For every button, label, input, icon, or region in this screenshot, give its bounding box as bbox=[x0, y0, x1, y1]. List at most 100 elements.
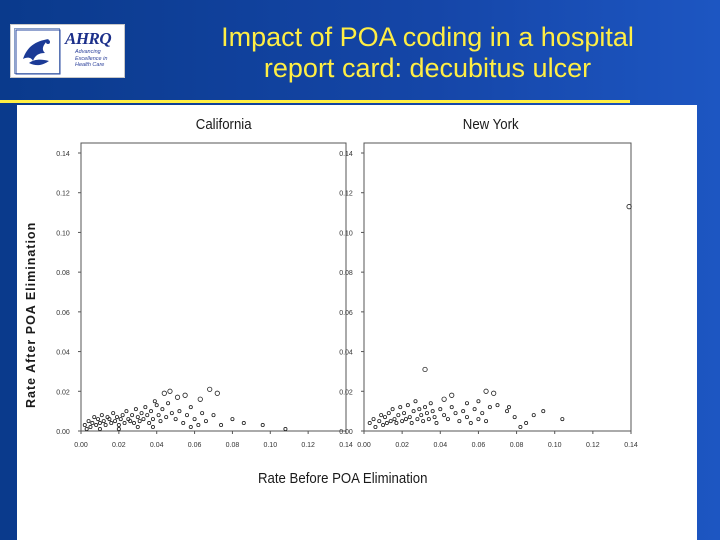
data-point-new-york bbox=[423, 405, 428, 410]
data-point-california bbox=[230, 417, 235, 422]
data-point-california bbox=[260, 423, 265, 428]
ahrq-logo: AHRQ Advancing Excellence in Health Care bbox=[10, 24, 125, 78]
data-point-california bbox=[122, 421, 127, 426]
data-point-california bbox=[152, 399, 157, 404]
x-tick-label-california: 0.00 bbox=[74, 442, 88, 449]
data-point-california bbox=[116, 423, 121, 428]
y-tick-label-california: 0.06 bbox=[56, 310, 70, 317]
data-point-new-york bbox=[400, 419, 405, 424]
data-point-california bbox=[181, 421, 186, 426]
data-point-new-york bbox=[468, 421, 473, 426]
x-tick-label-california: 0.10 bbox=[263, 442, 277, 449]
x-tick-label-new-york: 0.12 bbox=[586, 442, 600, 449]
data-point-california bbox=[128, 419, 133, 424]
data-point-new-york bbox=[457, 419, 462, 424]
data-point-new-york bbox=[434, 421, 439, 426]
data-point-california bbox=[84, 427, 89, 432]
data-point-new-york bbox=[518, 425, 523, 430]
slide-title-line1: Impact of POA coding in a hospital bbox=[221, 22, 634, 52]
data-point-new-york bbox=[476, 417, 481, 422]
data-point-california bbox=[94, 423, 99, 428]
x-tick-label-california: 0.04 bbox=[150, 442, 164, 449]
data-point-california bbox=[150, 425, 155, 430]
data-point-california bbox=[143, 405, 148, 410]
data-point-california bbox=[174, 394, 181, 400]
data-point-new-york bbox=[430, 409, 435, 414]
data-point-new-york bbox=[424, 411, 429, 416]
data-point-california bbox=[177, 409, 182, 414]
data-point-new-york bbox=[453, 411, 458, 416]
x-tick-label-california: 0.14 bbox=[339, 442, 353, 449]
title-rule bbox=[0, 100, 630, 103]
data-point-new-york bbox=[421, 419, 426, 424]
data-point-california bbox=[135, 415, 140, 420]
data-point-california bbox=[182, 392, 188, 398]
data-point-california bbox=[192, 417, 197, 422]
x-tick-label-california: 0.02 bbox=[112, 442, 126, 449]
data-point-new-york bbox=[464, 401, 469, 406]
data-point-california bbox=[107, 417, 112, 422]
slide-title: Impact of POA coding in a hospital repor… bbox=[140, 22, 715, 84]
data-point-california bbox=[97, 421, 102, 426]
data-point-new-york bbox=[491, 390, 497, 396]
y-tick-label-california: 0.00 bbox=[56, 429, 70, 436]
data-point-new-york bbox=[524, 421, 529, 426]
data-point-california bbox=[96, 417, 101, 422]
y-tick-label-california: 0.10 bbox=[56, 230, 70, 237]
data-point-california bbox=[197, 396, 203, 402]
data-point-new-york bbox=[426, 417, 431, 422]
data-point-new-york bbox=[531, 413, 536, 418]
data-point-california bbox=[137, 419, 142, 424]
data-point-california bbox=[173, 417, 178, 422]
data-point-california bbox=[169, 411, 174, 416]
data-point-new-york bbox=[487, 405, 492, 410]
data-point-new-york bbox=[417, 407, 422, 412]
x-tick-label-new-york: 0.08 bbox=[510, 442, 524, 449]
y-tick-label-new-york: 0.04 bbox=[339, 350, 353, 357]
data-point-california bbox=[241, 421, 246, 426]
panel-title-new-york: New York bbox=[462, 116, 519, 133]
data-point-california bbox=[103, 423, 108, 428]
data-point-new-york bbox=[506, 405, 511, 410]
data-point-california bbox=[99, 413, 104, 418]
data-point-california bbox=[164, 415, 169, 420]
data-point-new-york bbox=[398, 405, 403, 410]
y-tick-label-new-york: 0.02 bbox=[339, 389, 353, 396]
data-point-new-york bbox=[449, 405, 454, 410]
data-point-new-york bbox=[390, 407, 395, 412]
data-point-california bbox=[109, 421, 114, 426]
data-point-new-york bbox=[382, 415, 387, 420]
data-point-california bbox=[188, 405, 193, 410]
y-axis-label: Rate After POA Elimination bbox=[24, 221, 38, 408]
data-point-california bbox=[82, 423, 87, 428]
data-point-new-york bbox=[409, 421, 414, 426]
y-tick-label-california: 0.14 bbox=[56, 151, 70, 158]
data-point-new-york bbox=[392, 417, 397, 422]
data-point-california bbox=[158, 419, 163, 424]
x-tick-label-new-york: 0.14 bbox=[624, 442, 638, 449]
data-point-california bbox=[161, 390, 167, 396]
data-point-new-york bbox=[541, 409, 546, 414]
data-point-new-york bbox=[381, 423, 386, 428]
data-point-california bbox=[211, 413, 216, 418]
data-point-new-york bbox=[386, 411, 391, 416]
ahrq-wordmark: AHRQ bbox=[65, 29, 112, 48]
x-tick-label-california: 0.12 bbox=[301, 442, 315, 449]
data-point-new-york bbox=[512, 415, 517, 420]
data-point-california bbox=[188, 425, 193, 430]
data-point-california bbox=[135, 425, 140, 430]
data-point-california bbox=[145, 413, 150, 418]
data-point-california bbox=[184, 413, 189, 418]
data-point-new-york bbox=[403, 417, 408, 422]
data-point-california bbox=[92, 415, 97, 420]
data-point-new-york bbox=[626, 204, 632, 210]
data-point-new-york bbox=[373, 425, 378, 430]
y-tick-label-new-york: 0.10 bbox=[339, 230, 353, 237]
data-point-california bbox=[147, 421, 152, 426]
data-point-new-york bbox=[388, 419, 393, 424]
data-point-california bbox=[166, 401, 171, 406]
data-point-california bbox=[86, 419, 91, 424]
data-point-california bbox=[139, 411, 144, 416]
data-point-new-york bbox=[560, 417, 565, 422]
